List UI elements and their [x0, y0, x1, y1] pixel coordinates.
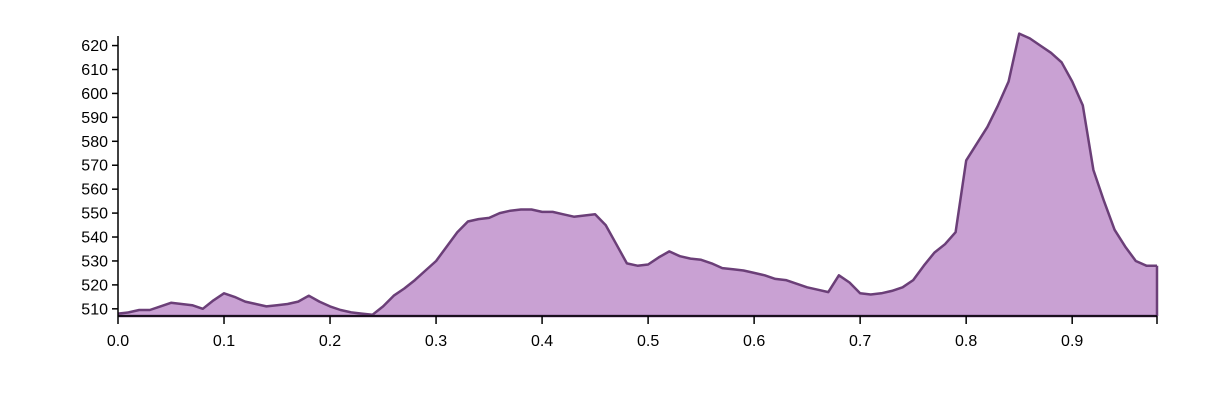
area-outline: [117, 32, 1157, 317]
x-tick-label: 0.6: [743, 333, 765, 350]
x-tick-label: 0.9: [1061, 333, 1083, 350]
y-tick-label: 520: [81, 277, 108, 294]
plot-area: [117, 32, 1159, 318]
x-tick-label: 0.2: [319, 333, 341, 350]
x-axis: 0.0 0.1 0.2 0.3 0.4 0.5 0.6 0.7 0.8 0.9: [107, 315, 1158, 350]
area-fill: [118, 33, 1157, 316]
y-tick-label: 610: [81, 62, 108, 79]
y-tick-label: 560: [81, 182, 108, 199]
x-tick-label: 0.8: [955, 333, 977, 350]
y-tick-label: 510: [81, 301, 108, 318]
x-tick-label: 0.5: [637, 333, 659, 350]
x-tick-label: 0.3: [425, 333, 447, 350]
y-tick-label: 580: [81, 134, 108, 151]
y-tick-label: 540: [81, 230, 108, 247]
y-tick-label: 620: [81, 38, 108, 55]
x-tick-label: 0.7: [849, 333, 871, 350]
y-tick-label: 530: [81, 253, 108, 270]
y-axis: 510 520 530 540 550 560 570 580 590 600 610 620: [81, 36, 119, 318]
x-tick-label: 0.0: [107, 333, 129, 350]
x-tick-label: 0.4: [531, 333, 553, 350]
y-tick-label: 570: [81, 158, 108, 175]
y-tick-label: 590: [81, 110, 108, 127]
y-tick-label: 600: [81, 86, 108, 103]
x-tick-label: 0.1: [213, 333, 235, 350]
y-tick-label: 550: [81, 206, 108, 223]
